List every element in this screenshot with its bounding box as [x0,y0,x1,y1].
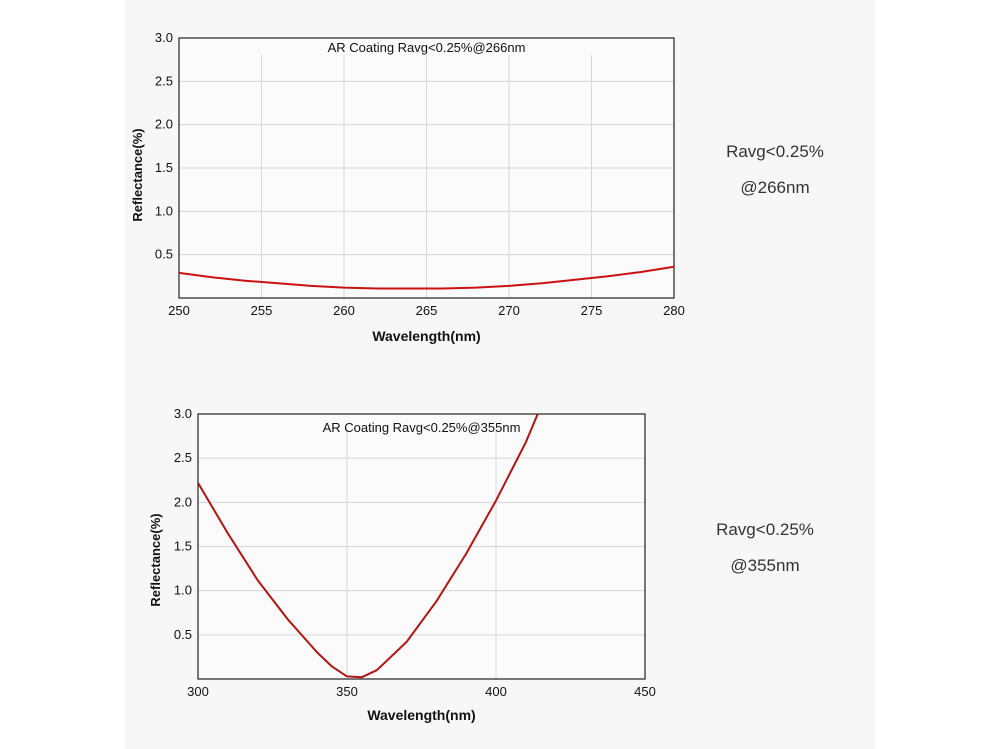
series-line [197,413,539,679]
y-tick-label: 0.5 [155,247,173,262]
x-axis-ticks: 300 350 400 450 [187,684,656,699]
chart-266nm: 250 255 260 265 270 275 280 0.5 1.0 1.5 2.0 2.5 3.0… [130,30,685,344]
side-note-line: Ravg<0.25% [716,520,814,539]
x-tick-label: 450 [634,684,656,699]
chart-title: AR Coating Ravg<0.25%@355nm [323,420,521,435]
side-note-line: Ravg<0.25% [726,142,824,161]
x-axis-label: Wavelength(nm) [367,707,475,723]
x-tick-label: 300 [187,684,209,699]
y-tick-label: 1.0 [155,203,173,218]
side-note-line: @355nm [730,556,800,575]
x-tick-label: 260 [333,303,355,318]
x-tick-label: 280 [663,303,685,318]
grid-lines [179,55,674,298]
plot-frame [178,37,675,299]
series-line [178,265,675,290]
side-note-266: Ravg<0.25% @266nm [700,142,850,198]
y-axis-ticks: 0.5 1.0 1.5 2.0 2.5 3.0 [174,406,192,642]
x-tick-label: 265 [416,303,438,318]
x-tick-label: 250 [168,303,190,318]
y-tick-label: 2.0 [155,117,173,132]
side-note-355: Ravg<0.25% @355nm [690,520,840,576]
y-tick-label: 2.0 [174,494,192,509]
y-tick-label: 3.0 [155,30,173,45]
plot-frame [197,413,646,680]
y-tick-label: 0.5 [174,627,192,642]
y-tick-label: 2.5 [155,73,173,88]
x-axis-ticks: 250 255 260 265 270 275 280 [168,303,685,318]
y-axis-label: Reflectance(%) [148,513,163,606]
y-tick-label: 1.5 [174,539,192,554]
y-tick-label: 3.0 [174,406,192,421]
x-tick-label: 270 [498,303,520,318]
x-tick-label: 275 [581,303,603,318]
grid-lines [198,430,645,679]
y-tick-label: 2.5 [174,450,192,465]
y-tick-label: 1.5 [155,160,173,175]
x-axis-label: Wavelength(nm) [372,328,480,344]
chart-355nm: 300 350 400 450 0.5 1.0 1.5 2.0 2.5 3.0 AR Coati… [148,406,656,723]
x-tick-label: 350 [336,684,358,699]
y-tick-label: 1.0 [174,583,192,598]
chart-title: AR Coating Ravg<0.25%@266nm [328,40,526,55]
x-tick-label: 255 [251,303,273,318]
side-note-line: @266nm [740,178,810,197]
x-tick-label: 400 [485,684,507,699]
y-axis-ticks: 0.5 1.0 1.5 2.0 2.5 3.0 [155,30,173,262]
y-axis-label: Reflectance(%) [130,128,145,221]
